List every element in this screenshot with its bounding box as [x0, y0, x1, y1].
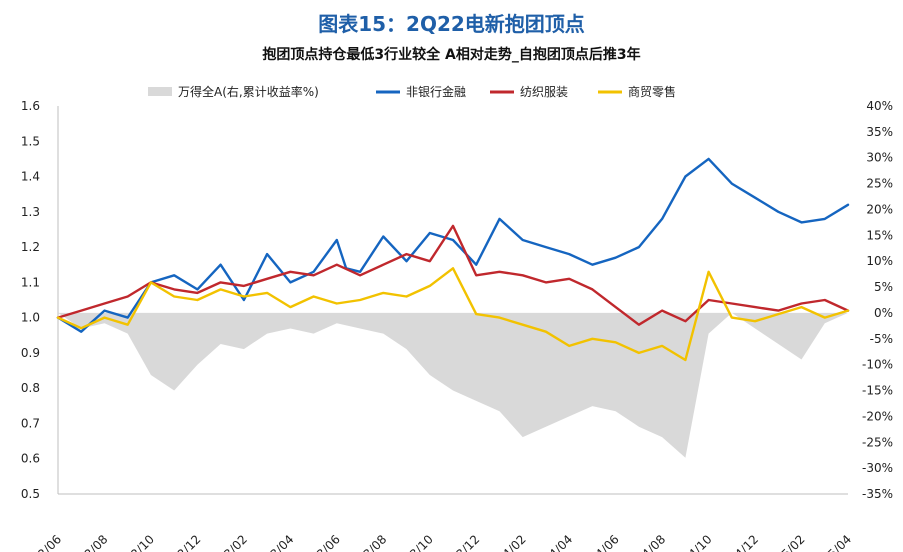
x-tick-label: 24/06: [587, 532, 621, 552]
x-tick-label: 22/10: [123, 532, 157, 552]
x-tick-label: 24/02: [494, 532, 528, 552]
y-left-tick-label: 1.1: [21, 275, 40, 289]
y-left-tick-label: 1.2: [21, 240, 40, 254]
chart-title: 图表15：2Q22电新抱团顶点: [318, 12, 585, 36]
y-right-tick-label: -20%: [862, 409, 893, 423]
y-right-tick-label: 25%: [866, 177, 893, 191]
legend-label-0: 万得全A(右,累计收益率%): [178, 84, 319, 99]
series-area-0: [58, 312, 848, 458]
x-tick-label: 24/04: [541, 532, 575, 552]
x-tick-label: 23/02: [216, 532, 250, 552]
y-left-tick-label: 1.4: [21, 170, 40, 184]
y-right-tick-label: -10%: [862, 358, 893, 372]
x-tick-label: 23/04: [262, 532, 296, 552]
x-tick-label: 22/08: [76, 532, 110, 552]
x-tick-label: 23/08: [355, 532, 389, 552]
x-tick-label: 25/02: [773, 532, 807, 552]
y-right-tick-label: 40%: [866, 99, 893, 113]
tick-labels: 0.5 0.6 0.7 0.8 0.9 1.0 1.1 1.2 1.3 1.4 1.5 1.6 -35%…: [21, 99, 893, 552]
y-right-tick-label: 0%: [874, 306, 893, 320]
legend: 万得全A(右,累计收益率%) 非银行金融 纺织服装 商贸零售: [148, 84, 676, 99]
y-left-tick-label: 1.5: [21, 134, 40, 148]
y-right-tick-label: -5%: [870, 332, 893, 346]
x-tick-label: 25/04: [820, 532, 854, 552]
x-tick-label: 23/12: [448, 532, 482, 552]
chart-subtitle: 抱团顶点持仓最低3行业较全 A相对走势_自抱团顶点后推3年: [262, 47, 641, 63]
y-left-tick-label: 0.5: [21, 487, 40, 501]
y-right-tick-label: -30%: [862, 461, 893, 475]
y-left-tick-label: 1.6: [21, 99, 40, 113]
lines-layer: [56, 157, 850, 362]
legend-label-2: 纺织服装: [520, 85, 568, 99]
y-right-tick-label: 5%: [874, 280, 893, 294]
legend-label-3: 商贸零售: [628, 84, 676, 99]
y-right-tick-label: 30%: [866, 151, 893, 165]
y-right-tick-label: -15%: [862, 384, 893, 398]
x-tick-label: 24/12: [727, 532, 761, 552]
y-left-tick-label: 0.6: [21, 452, 40, 466]
y-left-tick-label: 1.3: [21, 205, 40, 219]
y-right-tick-label: -35%: [862, 487, 893, 501]
y-right-tick-label: 35%: [866, 125, 893, 139]
series-line-1: [56, 157, 850, 333]
y-left-tick-label: 0.9: [21, 346, 40, 360]
y-left-tick-label: 1.0: [21, 311, 40, 325]
series-line-2: [56, 224, 850, 326]
y-left-tick-label: 0.8: [21, 381, 40, 395]
area-layer: [58, 312, 848, 458]
x-tick-label: 22/12: [169, 532, 203, 552]
legend-swatch-0: [148, 87, 172, 96]
legend-label-1: 非银行金融: [406, 84, 466, 99]
axes: [57, 106, 848, 495]
y-left-tick-label: 0.7: [21, 416, 40, 430]
x-tick-label: 23/06: [309, 532, 343, 552]
x-tick-label: 22/06: [30, 532, 64, 552]
y-right-tick-label: -25%: [862, 435, 893, 449]
y-right-tick-label: 20%: [866, 202, 893, 216]
x-tick-label: 23/10: [402, 532, 436, 552]
y-right-tick-label: 15%: [866, 228, 893, 242]
series-line-3: [56, 267, 850, 362]
x-tick-label: 24/10: [680, 532, 714, 552]
y-right-tick-label: 10%: [866, 254, 893, 268]
x-tick-label: 24/08: [634, 532, 668, 552]
